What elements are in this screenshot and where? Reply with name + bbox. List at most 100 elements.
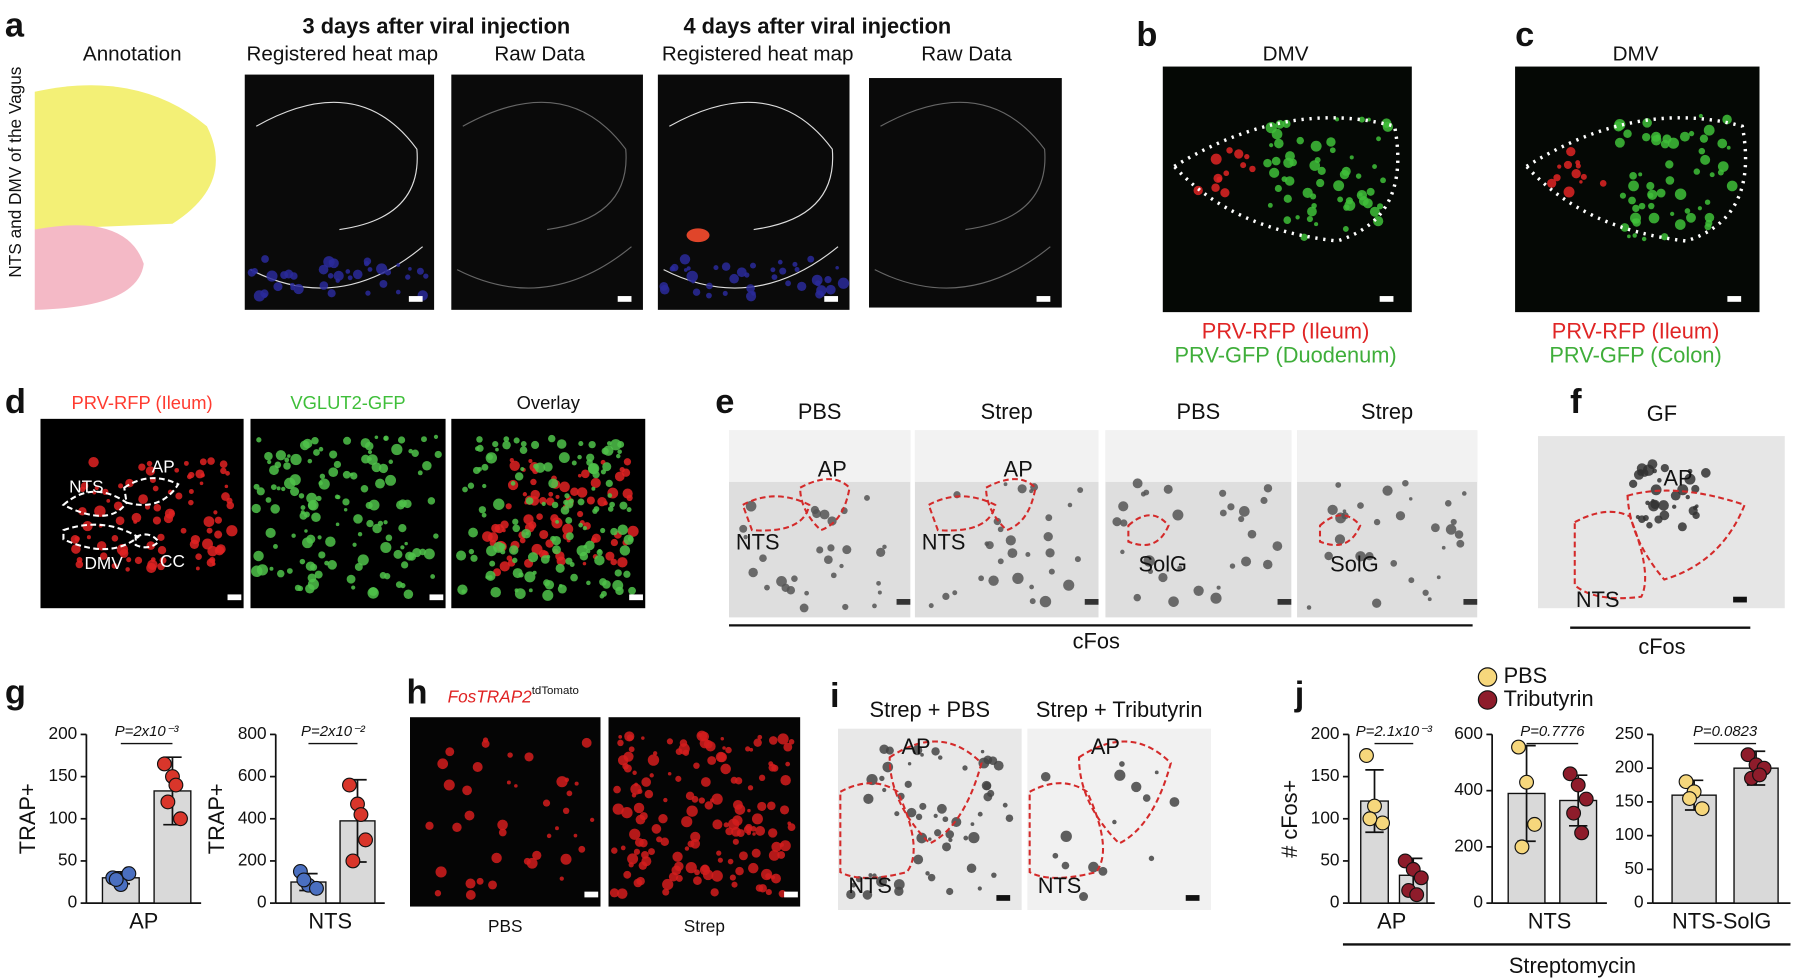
data-point (1413, 870, 1429, 886)
cell (393, 549, 403, 559)
legend-label: Tributyrin (1504, 686, 1594, 711)
cell (360, 438, 371, 448)
cell (1061, 861, 1070, 870)
cell (1698, 147, 1706, 155)
cell (209, 556, 216, 564)
cell (1326, 137, 1336, 147)
region-outline (1318, 514, 1362, 546)
panel-letter: f (1570, 383, 1582, 421)
cell (334, 494, 340, 500)
cell (1648, 202, 1655, 210)
cell (405, 274, 411, 280)
cell (247, 268, 256, 277)
cell (777, 733, 789, 745)
cell (825, 284, 836, 295)
cell (1238, 515, 1245, 523)
scale-bar (429, 594, 444, 601)
cell (388, 459, 394, 465)
cell (1262, 559, 1273, 570)
cell (200, 473, 205, 478)
cell (745, 746, 751, 752)
cell (584, 540, 595, 551)
cell (1077, 487, 1084, 494)
cell (614, 569, 622, 577)
scale-bar (896, 599, 911, 605)
cell (1335, 482, 1342, 488)
cell (377, 520, 384, 527)
cell (503, 436, 510, 442)
cell (497, 819, 508, 831)
y-tick-label: 400 (1454, 779, 1483, 799)
cell (276, 486, 281, 491)
cell (416, 267, 424, 275)
y-tick-label: 800 (238, 723, 267, 743)
cell (542, 799, 551, 807)
cell (1422, 589, 1429, 596)
cell (71, 544, 81, 554)
cell (1337, 196, 1344, 203)
cell (1372, 598, 1382, 608)
cell (1373, 215, 1384, 227)
region-outline (1077, 740, 1172, 845)
cell (174, 467, 180, 473)
cell (1677, 522, 1687, 532)
cell (304, 529, 308, 533)
image-title: Raw Data (921, 43, 1012, 66)
cell (265, 527, 276, 539)
y-tick-label: 200 (1311, 723, 1340, 743)
cell (284, 269, 294, 279)
cell (294, 584, 302, 592)
cell (913, 854, 924, 865)
cell (780, 774, 791, 786)
cell (644, 789, 654, 799)
cell (531, 440, 540, 450)
cell (919, 802, 927, 810)
cell (715, 751, 727, 763)
cell (1709, 172, 1715, 178)
cell (94, 505, 106, 517)
cell (1640, 469, 1649, 477)
cell (804, 590, 809, 596)
cell (1563, 186, 1575, 198)
cell (768, 849, 780, 861)
cell (548, 434, 556, 443)
data-point (358, 832, 373, 848)
cell (539, 529, 549, 540)
cell (1317, 166, 1326, 175)
cell (435, 866, 447, 878)
cell (755, 825, 766, 836)
cell (713, 265, 719, 271)
cell (492, 441, 499, 448)
cell (152, 516, 162, 525)
cell (468, 527, 478, 538)
cell (106, 498, 111, 503)
cell (662, 878, 674, 891)
cell (578, 522, 583, 528)
cell (115, 516, 125, 526)
cell (988, 575, 999, 586)
cell (686, 805, 698, 817)
x-axis-label: AP (1377, 908, 1406, 933)
cell (1376, 136, 1381, 142)
cell (617, 739, 624, 747)
cell (617, 557, 628, 568)
cell (491, 852, 502, 864)
cell (1660, 233, 1669, 241)
cell (506, 555, 513, 562)
y-tick-label: 400 (238, 807, 267, 827)
region-label: DMV (84, 553, 123, 573)
cell (749, 747, 754, 752)
scale-bar (617, 296, 632, 302)
cell (658, 813, 668, 824)
cell (698, 797, 705, 804)
cell (879, 775, 885, 782)
scale-bar (1727, 296, 1742, 302)
data-point (1694, 801, 1710, 817)
cell (705, 741, 716, 752)
cell (1296, 136, 1304, 145)
cell (512, 524, 521, 533)
cell (810, 505, 819, 515)
cell (509, 460, 520, 471)
cell (638, 861, 648, 870)
